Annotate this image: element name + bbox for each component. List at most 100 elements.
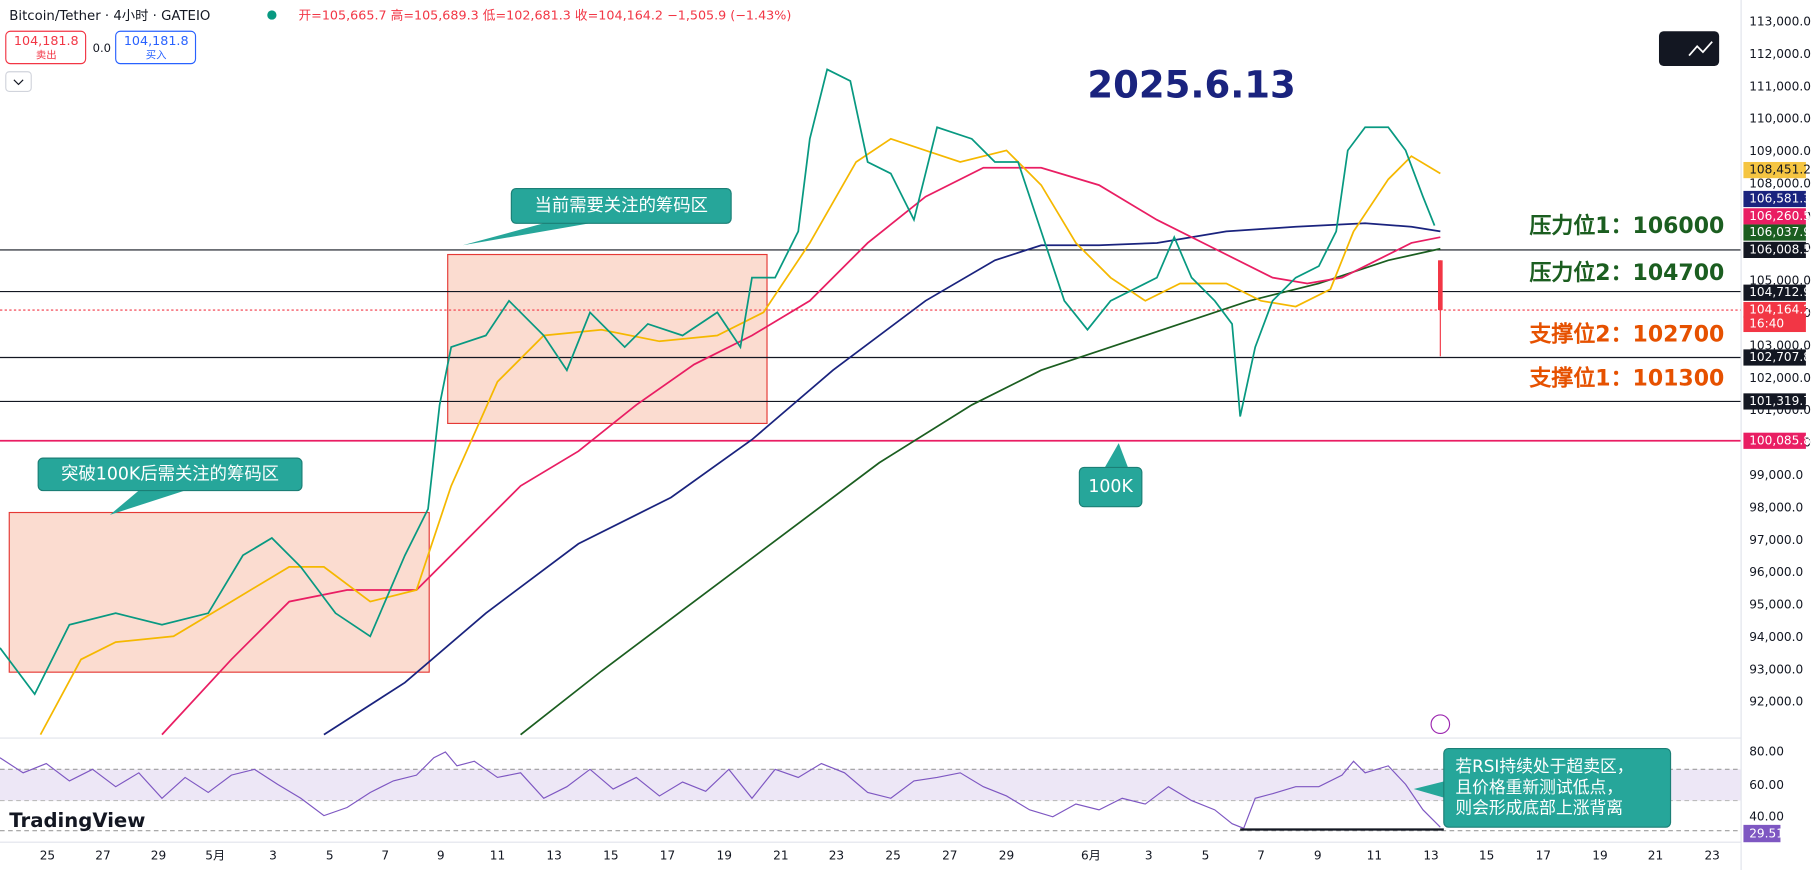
price-tick: 105,000.0	[1749, 274, 1811, 288]
price-tag: 106,037.9	[1749, 225, 1811, 239]
time-tick: 27	[942, 849, 957, 863]
ma-navy	[323, 222, 1441, 736]
rsi-value: 29.51	[1749, 827, 1784, 841]
price-tag: 106,008.5	[1749, 242, 1811, 256]
chart-type-button[interactable]	[1658, 31, 1720, 66]
price-tag: 101,319.7	[1749, 394, 1811, 408]
buy-price[interactable]: 104,181.8	[124, 33, 189, 48]
note-line: 且价格重新测试低点，	[1455, 777, 1623, 797]
rsi-tick: 80.00	[1749, 744, 1784, 758]
price-tick: 111,000.0	[1749, 79, 1811, 93]
sell-box[interactable]	[5, 30, 87, 65]
price-tick: 94,000.0	[1749, 630, 1803, 644]
price-tag-bg	[1743, 349, 1806, 366]
price-tick: 109,000.0	[1749, 144, 1811, 158]
time-tick: 6月	[1081, 849, 1101, 863]
sell-button[interactable]: 104,181.8 卖出	[5, 30, 87, 65]
level-label: 支撑位2：102700	[1529, 322, 1724, 348]
time-tick: 7	[1257, 849, 1265, 863]
time-tick: 19	[1592, 849, 1607, 863]
note-line: 则会形成底部上涨背离	[1455, 798, 1623, 818]
time-tick: 5	[1202, 849, 1210, 863]
event-icon[interactable]	[1430, 714, 1451, 735]
price-tick: 92,000.0	[1749, 695, 1803, 709]
time-tick: 15	[603, 849, 618, 863]
price-tag: 102,707.8	[1749, 350, 1811, 364]
time-tick: 9	[1314, 849, 1322, 863]
price-tag: 106,581.3	[1749, 191, 1811, 205]
price-tag: 104,712.9	[1749, 285, 1811, 299]
price-tick: 98,000.0	[1749, 500, 1803, 514]
callout-text: 当前需要关注的筹码区	[535, 196, 708, 216]
zone-box	[8, 511, 430, 673]
symbol: Bitcoin/Tether · 4小时 · GATEIO	[9, 8, 210, 24]
price-tick: 108,000.0	[1749, 176, 1811, 190]
time-tick: 7	[381, 849, 389, 863]
ma-green	[520, 247, 1441, 736]
time-tick: 11	[490, 849, 505, 863]
button-icon[interactable]	[1688, 41, 1713, 57]
time-tick: 23	[829, 849, 844, 863]
time-tick: 25	[40, 849, 55, 863]
time-tick: 21	[773, 849, 788, 863]
chevron[interactable]	[13, 79, 24, 86]
rsi-tick: 60.00	[1749, 778, 1784, 792]
price-tag-bg	[1743, 301, 1806, 319]
time-tick: 5月	[205, 849, 225, 863]
date-title: 2025.6.13	[1087, 63, 1295, 106]
price-tag-bg	[1743, 224, 1806, 241]
time-tick: 11	[1367, 849, 1382, 863]
spread: 0.0	[93, 41, 111, 55]
time-tick: 21	[1648, 849, 1663, 863]
price-tick: 99,000.0	[1749, 468, 1803, 482]
callout-text: 突破100K后需关注的筹码区	[61, 464, 279, 484]
callout-box	[1078, 466, 1143, 508]
price-tick: 95,000.0	[1749, 598, 1803, 612]
buy-button[interactable]: 104,181.8 买入	[115, 30, 197, 65]
price-tag-bg	[1743, 284, 1806, 301]
level-label: 压力位2：104700	[1529, 260, 1724, 286]
sell-price[interactable]: 104,181.8	[14, 33, 79, 48]
time-tick: 13	[1423, 849, 1438, 863]
rsi-tick: 40.00	[1749, 809, 1784, 823]
zone-box	[447, 253, 768, 425]
button-bg[interactable]	[1658, 31, 1720, 66]
price-tags: 108,451.2 106,581.3 106,260.5 106,037.9 106,…	[1743, 161, 1811, 449]
price-tag-bg	[1743, 393, 1806, 410]
callout-pointer	[1104, 443, 1128, 468]
level-label: 支撑位1：101300	[1529, 365, 1724, 391]
rsi-tag	[1743, 824, 1781, 843]
logo: TradingView	[9, 809, 145, 832]
callout-pointer	[1413, 780, 1447, 799]
callout-text: 100K	[1088, 477, 1133, 497]
time-tick: 3	[269, 849, 277, 863]
rsi-line	[0, 751, 1441, 830]
collapse-box[interactable]	[5, 71, 32, 92]
price-tag-bg	[1743, 161, 1806, 179]
price-tick: 103,000.0	[1749, 338, 1811, 352]
price-tag: 106,260.5	[1749, 209, 1811, 223]
price-tag-bg	[1743, 208, 1806, 225]
time-tick: 17	[660, 849, 675, 863]
time-tick: 27	[95, 849, 110, 863]
callout-box	[1443, 747, 1672, 828]
time-tick: 3	[1145, 849, 1153, 863]
sell-label[interactable]: 卖出	[36, 49, 57, 62]
price-tick: 112,000.0	[1749, 47, 1811, 61]
buy-box[interactable]	[115, 30, 197, 65]
collapse-button[interactable]	[5, 71, 32, 92]
time-tick: 13	[546, 849, 561, 863]
buy-label[interactable]: 买入	[146, 50, 167, 62]
callout-box	[37, 457, 303, 492]
note-line: 若RSI持续处于超卖区，	[1455, 756, 1633, 776]
price-tag: 108,451.2	[1749, 163, 1811, 177]
level-label: 压力位1：106000	[1529, 213, 1724, 239]
price-tag-bg	[1743, 432, 1806, 449]
ohlc: 开=105,665.7 高=105,689.3 低=102,681.3 收=10…	[298, 8, 791, 23]
price-tag: 100,085.8	[1749, 433, 1811, 447]
price-tick: 102,000.0	[1749, 371, 1811, 385]
time-tick: 15	[1479, 849, 1494, 863]
price-tick: 113,000.0	[1749, 14, 1811, 28]
price-tick: 93,000.0	[1749, 662, 1803, 676]
